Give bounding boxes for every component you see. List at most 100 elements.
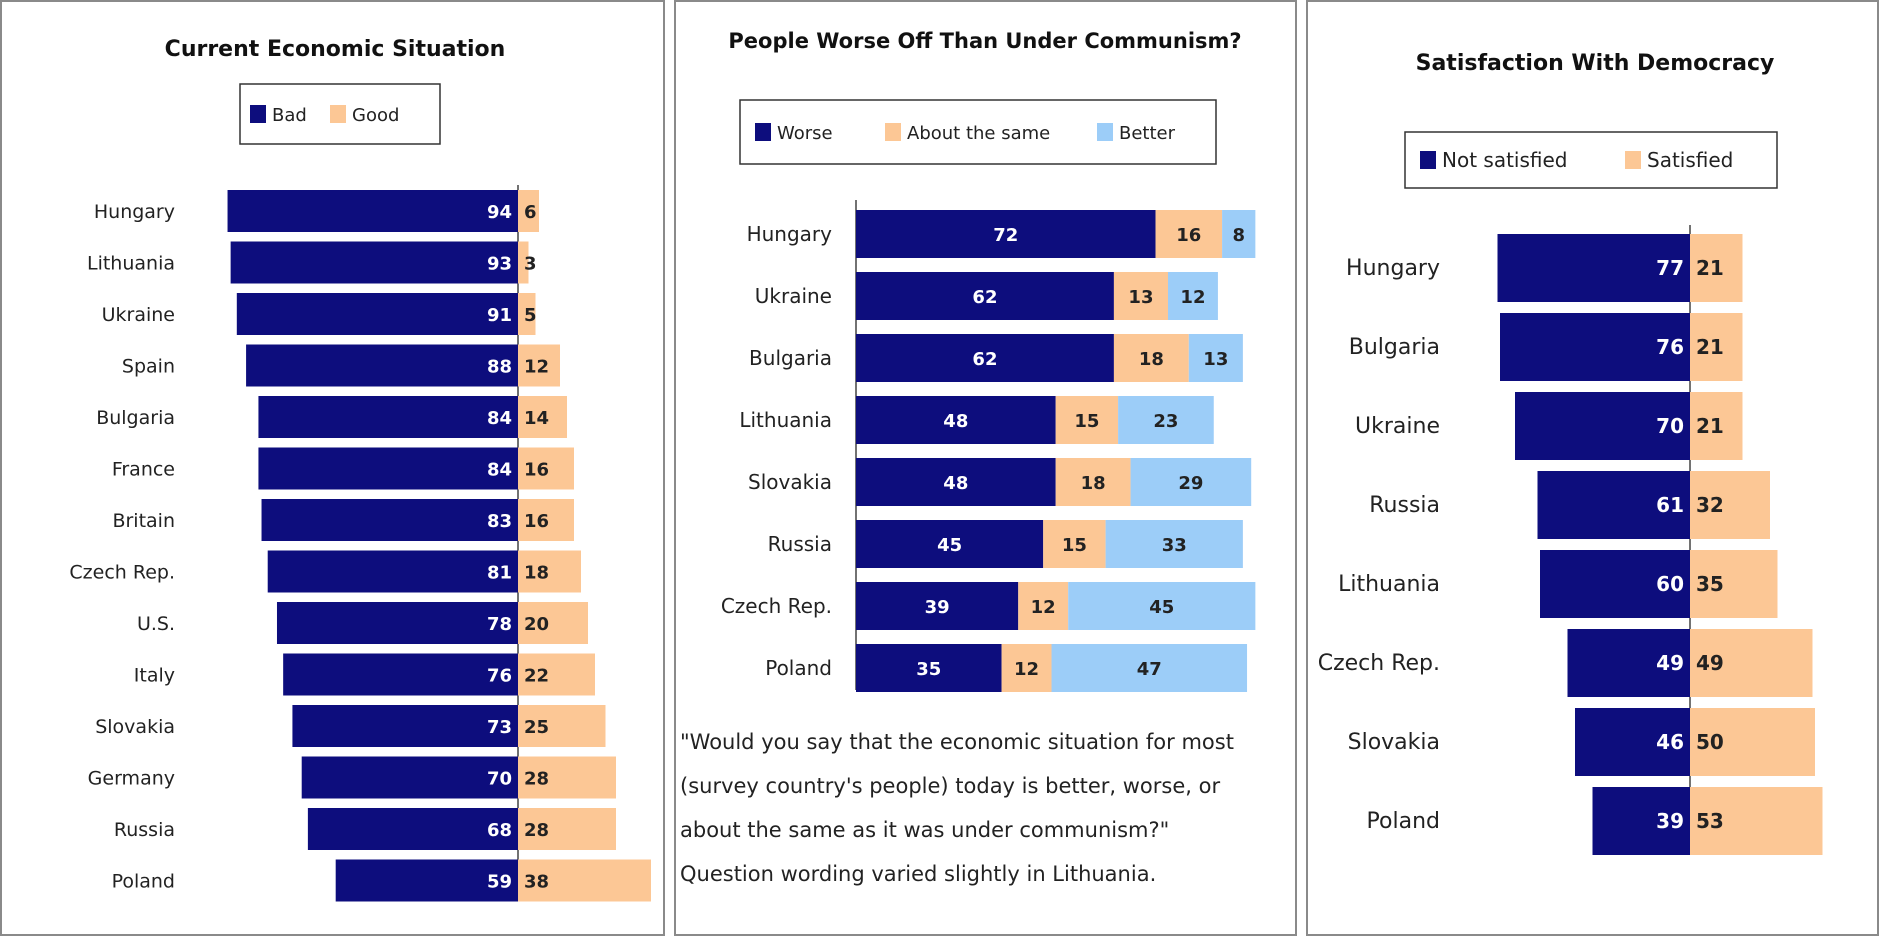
chart2-value-better-russia: 33 <box>1162 535 1187 556</box>
chart2-value-better-bulgaria: 13 <box>1203 349 1228 370</box>
chart3-bar-not-satisfied-czech-rep <box>1567 629 1690 697</box>
chart3-value-satisfied-lithuania: 35 <box>1696 572 1724 596</box>
chart3-value-not-satisfied-bulgaria: 76 <box>1656 335 1684 359</box>
chart2-legend-label-about-the-same: About the same <box>907 123 1050 144</box>
chart2-bar-worse-hungary <box>856 210 1156 258</box>
chart1-value-bad-slovakia: 73 <box>487 717 512 738</box>
chart1-bar-bad-slovakia <box>292 705 518 747</box>
chart2-legend-box <box>739 99 1217 165</box>
chart2-value-about-the-same-ukraine: 13 <box>1128 287 1153 308</box>
chart3-legend-swatch-satisfied <box>1625 151 1641 169</box>
chart3-bar-satisfied-slovakia <box>1690 708 1815 776</box>
chart3-title: Satisfaction With Democracy <box>1416 51 1775 76</box>
chart2-category-label-lithuania: Lithuania <box>739 408 832 432</box>
chart1-value-good-czech-rep: 18 <box>524 563 549 584</box>
chart1-value-good-spain: 12 <box>524 357 549 378</box>
chart1-bar-good-france <box>518 447 574 490</box>
chart1-category-label-ukraine: Ukraine <box>102 304 175 326</box>
chart3-value-satisfied-russia: 32 <box>1696 493 1724 517</box>
chart3-value-satisfied-poland: 53 <box>1696 809 1724 833</box>
chart1-value-bad-poland: 59 <box>487 872 512 893</box>
chart3-value-not-satisfied-russia: 61 <box>1656 493 1684 517</box>
chart2-bar-better-ukraine <box>1168 272 1218 320</box>
chart3-category-label-hungary: Hungary <box>1346 256 1440 281</box>
chart1-bar-bad-germany <box>301 756 518 799</box>
chart3-bar-satisfied-poland <box>1690 787 1823 855</box>
chart3-category-label-russia: Russia <box>1369 493 1440 518</box>
chart1-value-good-poland: 38 <box>524 872 549 893</box>
chart3-category-label-poland: Poland <box>1367 809 1440 834</box>
chart2-value-worse-poland: 35 <box>916 659 941 680</box>
chart2-value-about-the-same-slovakia: 18 <box>1081 473 1106 494</box>
chart3-bar-satisfied-russia <box>1690 471 1770 539</box>
chart2-value-about-the-same-poland: 12 <box>1014 659 1039 680</box>
chart2-title: People Worse Off Than Under Communism? <box>728 29 1241 53</box>
chart2-bar-about-the-same-russia <box>1043 520 1106 568</box>
chart2-category-label-hungary: Hungary <box>747 222 833 246</box>
chart2-bar-worse-bulgaria <box>856 334 1114 382</box>
chart1-category-label-france: France <box>112 459 175 481</box>
chart3-legend-box <box>1404 131 1778 189</box>
chart1-bar-good-russia <box>518 808 616 850</box>
chart2-value-better-poland: 47 <box>1137 659 1162 680</box>
chart2-bar-about-the-same-bulgaria <box>1113 334 1189 382</box>
chart1-bar-good-u-s <box>518 602 588 644</box>
chart1-value-good-italy: 22 <box>524 666 549 687</box>
chart3-bar-satisfied-ukraine <box>1690 392 1743 460</box>
chart3-bar-satisfied-lithuania <box>1690 550 1778 618</box>
chart1-bar-bad-lithuania <box>230 241 518 284</box>
chart1-bar-good-lithuania <box>518 241 529 284</box>
chart1-bar-good-hungary <box>518 190 539 232</box>
chart3-bar-satisfied-bulgaria <box>1690 313 1743 381</box>
chart1-category-label-czech-rep: Czech Rep. <box>69 562 175 584</box>
chart2-legend-label-worse: Worse <box>777 123 833 144</box>
chart1-bar-good-poland <box>518 859 651 902</box>
question-note-line-1: "Would you say that the economic situati… <box>680 730 1234 754</box>
chart1-category-label-russia: Russia <box>114 819 175 841</box>
chart1-category-label-spain: Spain <box>122 356 175 378</box>
chart2-category-label-czech-rep: Czech Rep. <box>721 594 832 618</box>
chart1-bar-bad-ukraine <box>236 293 518 335</box>
chart3-bar-not-satisfied-ukraine <box>1515 392 1690 460</box>
chart2-value-about-the-same-czech-rep: 12 <box>1031 597 1056 618</box>
chart3-value-not-satisfied-slovakia: 46 <box>1656 730 1684 754</box>
chart2-value-about-the-same-hungary: 16 <box>1176 225 1201 246</box>
chart1-category-label-britain: Britain <box>112 510 175 532</box>
chart3-bar-satisfied-hungary <box>1690 234 1743 302</box>
chart2-value-better-hungary: 8 <box>1232 225 1245 246</box>
chart2-legend-swatch-worse <box>755 123 771 141</box>
chart2-value-about-the-same-lithuania: 15 <box>1074 411 1099 432</box>
chart2-value-about-the-same-russia: 15 <box>1062 535 1087 556</box>
chart2-category-label-poland: Poland <box>765 656 832 680</box>
chart1-category-label-germany: Germany <box>88 768 175 790</box>
chart1-value-bad-italy: 76 <box>487 666 512 687</box>
chart2-value-worse-lithuania: 48 <box>943 411 968 432</box>
chart2-value-worse-czech-rep: 39 <box>925 597 950 618</box>
chart2-value-better-lithuania: 23 <box>1153 411 1178 432</box>
chart2-value-worse-slovakia: 48 <box>943 473 968 494</box>
chart2-legend-label-better: Better <box>1119 123 1176 144</box>
chart1-bar-good-britain <box>518 499 574 541</box>
chart2-category-label-russia: Russia <box>768 532 832 556</box>
chart2-bar-worse-slovakia <box>856 458 1056 506</box>
chart2-value-about-the-same-bulgaria: 18 <box>1139 349 1164 370</box>
question-note-line-2: (survey country's people) today is bette… <box>680 774 1221 798</box>
chart1-value-bad-lithuania: 93 <box>487 254 512 275</box>
chart1-value-bad-spain: 88 <box>487 357 512 378</box>
chart1-category-label-bulgaria: Bulgaria <box>96 407 175 429</box>
chart1-title: Current Economic Situation <box>165 37 506 62</box>
chart3-category-label-czech-rep: Czech Rep. <box>1318 651 1440 676</box>
chart1-value-bad-britain: 83 <box>487 511 512 532</box>
chart1-category-label-hungary: Hungary <box>94 201 175 223</box>
chart1-category-label-lithuania: Lithuania <box>87 253 175 275</box>
chart1-category-label-slovakia: Slovakia <box>95 716 175 738</box>
chart1-category-label-italy: Italy <box>134 665 175 687</box>
chart3-legend-label-satisfied: Satisfied <box>1647 148 1733 172</box>
chart3-bar-not-satisfied-lithuania <box>1540 550 1690 618</box>
chart2-bar-better-czech-rep <box>1068 582 1256 630</box>
chart2-bar-worse-czech-rep <box>856 582 1019 630</box>
chart1-bar-bad-u-s <box>276 602 518 644</box>
chart2-value-better-slovakia: 29 <box>1178 473 1203 494</box>
chart3-value-not-satisfied-poland: 39 <box>1656 809 1684 833</box>
